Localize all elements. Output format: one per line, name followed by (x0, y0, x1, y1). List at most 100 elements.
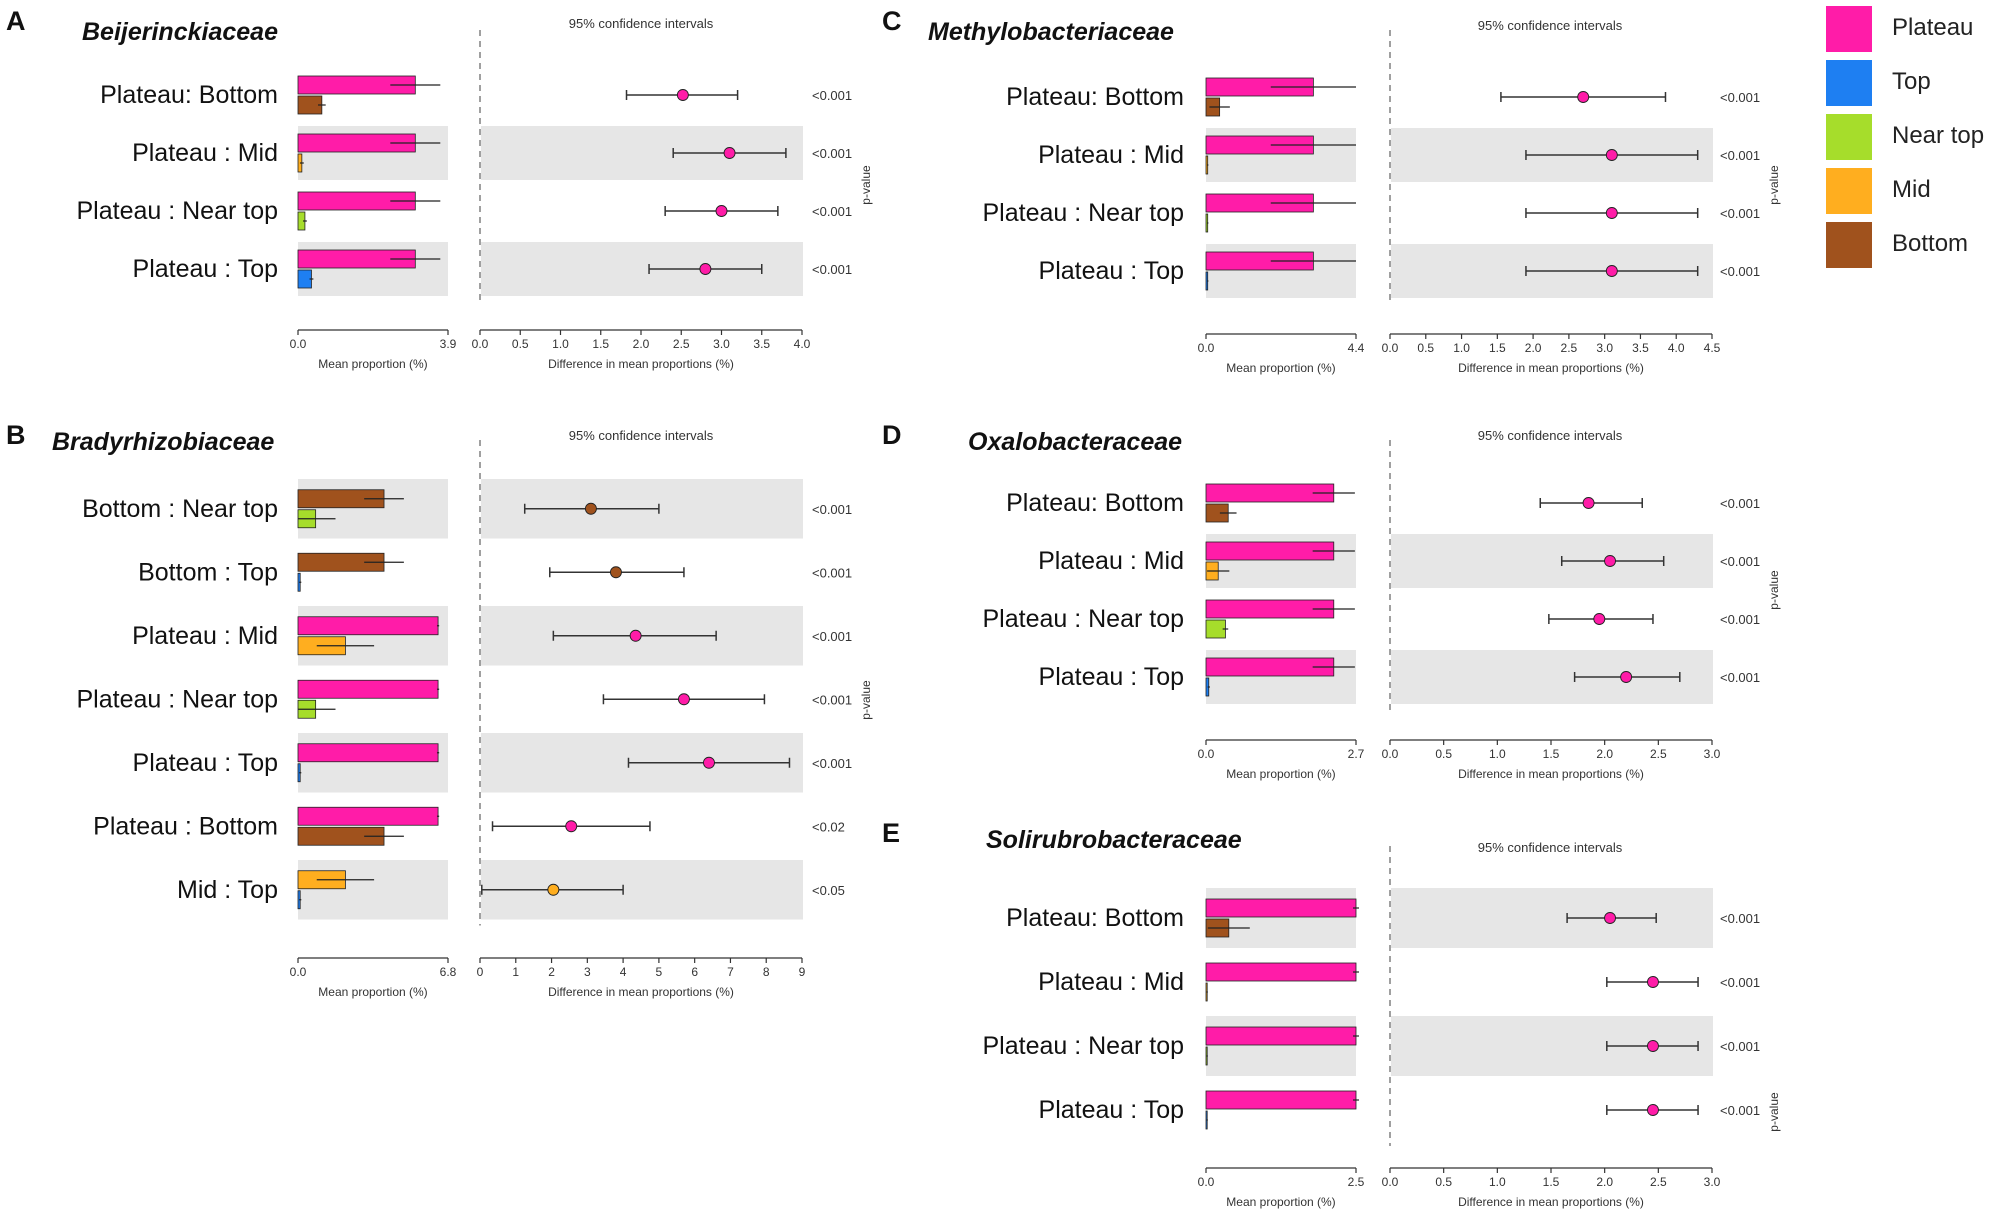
legend-label-plateau: Plateau (1892, 14, 1974, 41)
panel-d-left-xlabel: Mean proportion (%) (1226, 767, 1335, 781)
panel-a-row-4-diff-point (699, 263, 712, 275)
panel-e-row-3-pvalue: <0.001 (1720, 1039, 1760, 1054)
panel-a-row-1-pvalue: <0.001 (812, 88, 852, 103)
legend-item-top: Top (1820, 60, 1998, 114)
panel-d-row-2-stripe-right (1391, 534, 1713, 588)
panel-a-right-tick-label-7: 3.5 (753, 337, 770, 351)
panel-b-right-tick-label-7: 7 (727, 965, 734, 979)
panel-a-right-tick-label-1: 0.5 (512, 337, 529, 351)
panel-a-row-2-pvalue: <0.001 (812, 146, 852, 161)
panel-d-right-tick-label-1: 0.5 (1435, 747, 1452, 761)
panel-d-right-tick-label-5: 2.5 (1650, 747, 1667, 761)
panel-b-row-4-pvalue: <0.001 (812, 692, 852, 707)
panel-a-row-3-pvalue: <0.001 (812, 204, 852, 219)
panel-a-row-2-label: Plateau : Mid (132, 139, 278, 167)
panel-d-row-3-diff-point (1593, 613, 1606, 625)
panel-b-right-tick-label-6: 6 (691, 965, 698, 979)
panel-c-row-3-pvalue: <0.001 (1720, 206, 1760, 221)
panel-a-pvalue-label: p-value (859, 165, 873, 205)
panel-e-row-2-diff-point (1647, 976, 1659, 988)
panel-c-right-tick-label-3: 1.5 (1489, 341, 1506, 355)
panel-b-row-7-label: Mid : Top (177, 876, 278, 904)
panel-b-row-7-pvalue: <0.05 (812, 883, 845, 898)
panel-b-row-1-label: Bottom : Near top (82, 495, 278, 523)
panel-d-right-tick-label-2: 1.0 (1489, 747, 1506, 761)
panel-b-row-5-label: Plateau : Top (133, 749, 278, 777)
panel-b-row-4-bar-plateau (297, 679, 439, 699)
panel-b-row-7-diff-point (547, 883, 560, 896)
panel-a-letter: A (6, 6, 26, 36)
panel-a-row-4-bar-top (297, 269, 312, 289)
panel-b-left-xlabel: Mean proportion (%) (318, 985, 427, 999)
panel-b-row-6-label: Plateau : Bottom (93, 812, 278, 840)
panel-c-right-tick-label-4: 2.0 (1525, 341, 1542, 355)
panel-b-row-1-diff-point (584, 502, 597, 515)
panel-d-right-tick-label-0: 0.0 (1382, 747, 1399, 761)
legend-label-near-top: Near top (1892, 122, 1985, 149)
panel-e-title: Solirubrobacteraceae (986, 826, 1242, 854)
panel-b-row-6-bar-plateau (297, 806, 439, 826)
panel-e-row-4-pvalue: <0.001 (1720, 1103, 1760, 1118)
panel-d-row-2-pvalue: <0.001 (1720, 554, 1760, 569)
panel-b-row-4-diff-point (677, 693, 690, 706)
panel-a-row-4-pvalue: <0.001 (812, 262, 852, 277)
panel-c-letter: C (882, 6, 902, 36)
panel-e-row-3-diff-point (1647, 1040, 1659, 1052)
panel-b-row-5-stripe-left (298, 733, 448, 793)
panel-e-row-1-diff-point (1604, 912, 1616, 924)
panel-d-row-3-pvalue: <0.001 (1720, 612, 1760, 627)
panel-e-row-4-label: Plateau : Top (1039, 1096, 1184, 1124)
panel-b-right-tick-label-8: 8 (763, 965, 770, 979)
legend-swatch-mid (1826, 168, 1872, 214)
panel-b-row-3-label: Plateau : Mid (132, 622, 278, 650)
legend-item-near-top: Near top (1820, 114, 1998, 168)
panel-c-left-tick-label-0: 0.0 (1198, 341, 1215, 355)
panel-c-row-4-label: Plateau : Top (1039, 257, 1184, 285)
panel-c-row-1-diff-point (1577, 91, 1590, 103)
panel-d-row-4-pvalue: <0.001 (1720, 670, 1760, 685)
panel-e-row-1-stripe-right (1391, 888, 1713, 948)
panel-e-row-3-stripe-left (1206, 1016, 1356, 1076)
panel-d-row-2-label: Plateau : Mid (1038, 547, 1184, 575)
panel-b-right-tick-label-0: 0 (477, 965, 484, 979)
panel-a-right-xlabel: Difference in mean proportions (%) (548, 357, 734, 371)
panel-a-right-tick-label-2: 1.0 (552, 337, 569, 351)
panel-e-row-3-label: Plateau : Near top (982, 1032, 1184, 1060)
panel-e-row-1-bar-plateau (1205, 898, 1357, 918)
panel-b-row-6-pvalue: <0.02 (812, 819, 845, 834)
panel-c-left-tick-label-1: 4.4 (1348, 341, 1365, 355)
panel-c-row-4-diff-point (1605, 265, 1618, 277)
panel-b-row-3-bar-plateau (297, 616, 439, 636)
panel-b-row-4-label: Plateau : Near top (76, 685, 278, 713)
legend-swatch-bottom (1826, 222, 1872, 268)
panel-c-row-4-pvalue: <0.001 (1720, 264, 1760, 279)
panel-a-row-1-label: Plateau: Bottom (100, 81, 278, 109)
panel-c-right-tick-label-9: 4.5 (1704, 341, 1721, 355)
panel-b-right-tick-label-5: 5 (656, 965, 663, 979)
panel-d-row-3-label: Plateau : Near top (982, 605, 1184, 633)
legend-label-bottom: Bottom (1892, 230, 1969, 257)
panel-c-row-1-label: Plateau: Bottom (1006, 83, 1184, 111)
panel-b-row-1-stripe-left (298, 479, 448, 539)
panel-b-right-tick-label-2: 2 (548, 965, 555, 979)
panel-b-row-3-stripe-left (298, 606, 448, 666)
panel-d-right-xlabel: Difference in mean proportions (%) (1458, 767, 1644, 781)
legend-swatch-top (1826, 60, 1872, 106)
panel-a-left-tick-label-0: 0.0 (290, 337, 307, 351)
panel-d-letter: D (882, 420, 902, 450)
panel-a-left-xlabel: Mean proportion (%) (318, 357, 427, 371)
panel-d-row-3-bar-near-top (1205, 619, 1226, 639)
panel-c-title: Methylobacteriaceae (928, 18, 1174, 46)
panel-d-row-1-label: Plateau: Bottom (1006, 489, 1184, 517)
panel-c-right-tick-label-6: 3.0 (1596, 341, 1613, 355)
panel-e-row-1-pvalue: <0.001 (1720, 911, 1760, 926)
panel-c-row-3-diff-point (1605, 207, 1618, 219)
panel-b-right-xlabel: Difference in mean proportions (%) (548, 985, 734, 999)
panel-d-row-4-diff-point (1620, 671, 1633, 683)
panel-b-title: Bradyrhizobiaceae (52, 428, 274, 456)
panel-d-row-4-label: Plateau : Top (1039, 663, 1184, 691)
panel-e-ci-title: 95% confidence intervals (1478, 840, 1623, 855)
panel-d-left-tick-label-1: 2.7 (1348, 747, 1365, 761)
panel-e-right-tick-label-5: 2.5 (1650, 1175, 1667, 1189)
